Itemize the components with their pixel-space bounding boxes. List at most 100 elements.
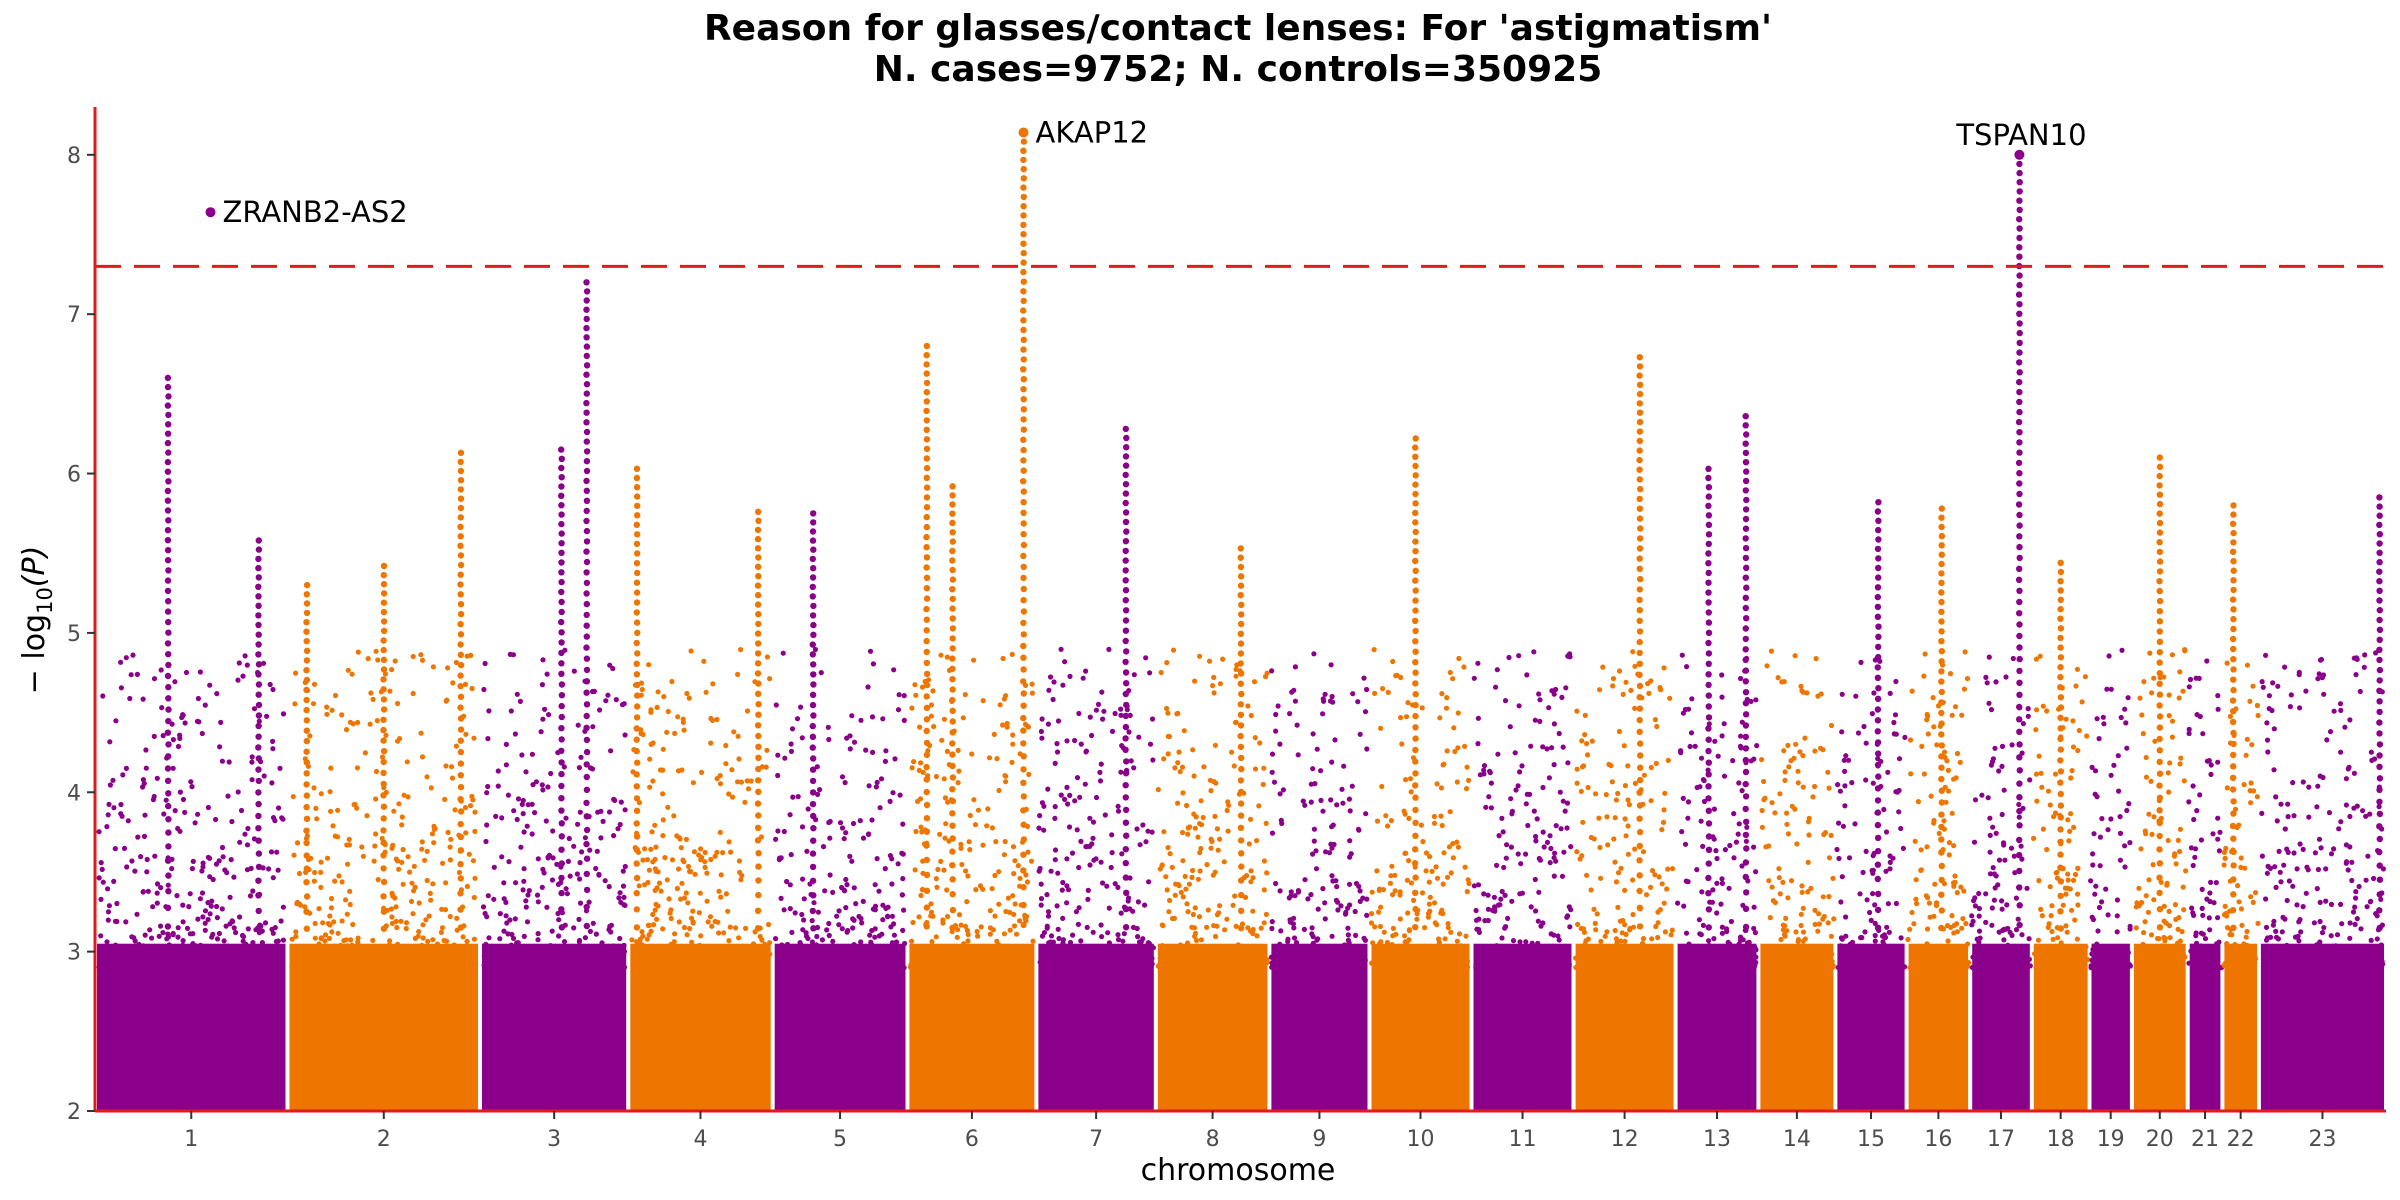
snp-point (1843, 914, 1849, 920)
snp-point (1870, 780, 1876, 786)
snp-point (1452, 963, 1458, 970)
snp-point (339, 712, 345, 718)
snp-point (183, 669, 190, 676)
snp-point (1781, 748, 1787, 754)
snp-point (195, 695, 201, 702)
snp-point (1488, 960, 1494, 967)
snp-point (1137, 842, 1143, 848)
snp-point (147, 964, 154, 970)
snp-point (571, 668, 577, 674)
snp-point (1615, 904, 1621, 911)
snp-point (2180, 688, 2186, 694)
snp-point (2091, 831, 2097, 837)
snp-point (1574, 780, 1580, 786)
snp-point (668, 915, 674, 922)
snp-point (1995, 882, 2001, 888)
snp-point (412, 953, 418, 959)
snp-point (216, 930, 222, 937)
snp-point (1128, 965, 1134, 971)
snp-point (1812, 783, 1818, 790)
snp-point (175, 934, 181, 940)
snp-point (805, 806, 811, 812)
snp-point (1625, 763, 1631, 769)
snp-point (739, 872, 745, 879)
snp-point (2345, 766, 2351, 772)
snp-point (1341, 942, 1348, 948)
snp-point (674, 885, 681, 892)
snp-point (868, 939, 874, 945)
snp-point (900, 927, 906, 934)
snp-point (1278, 944, 1284, 950)
snp-point (843, 905, 849, 911)
snp-point (2060, 902, 2066, 908)
snp-point (466, 851, 472, 857)
snp-point (1420, 838, 1426, 845)
snp-point (1423, 868, 1429, 874)
snp-point (392, 895, 398, 901)
chromosome-band-3 (482, 943, 627, 1111)
snp-point (806, 964, 812, 971)
snp-point (1145, 964, 1151, 970)
snp-point (2303, 890, 2309, 896)
snp-point (973, 959, 979, 965)
snp-point (1623, 833, 1629, 839)
snp-point (1145, 828, 1151, 834)
snp-point (1846, 855, 1853, 861)
snp-point (1989, 759, 1996, 765)
snp-point (2261, 960, 2267, 966)
snp-point (1828, 832, 1834, 839)
snp-point (331, 958, 337, 964)
snp-point (425, 938, 431, 944)
snp-point (1322, 900, 1328, 906)
snp-point (910, 964, 916, 970)
snp-point (780, 650, 786, 656)
snp-point (869, 965, 876, 971)
snp-point (2063, 891, 2069, 897)
snp-point (1221, 859, 1227, 865)
snp-point (2054, 869, 2060, 876)
snp-point (2040, 703, 2046, 709)
snp-point (743, 925, 749, 932)
snp-point (1197, 868, 1203, 874)
snp-point (1894, 789, 1900, 795)
snp-point (393, 856, 399, 862)
snp-point (1963, 920, 1969, 927)
snp-point (960, 715, 966, 721)
snp-point (391, 808, 397, 814)
snp-point (683, 890, 689, 896)
snp-point (2114, 945, 2120, 951)
snp-point (1456, 655, 1462, 662)
snp-point (1260, 781, 1266, 788)
snp-point (1427, 943, 1433, 950)
snp-point (660, 833, 666, 839)
snp-point (144, 856, 150, 863)
snp-point (1364, 912, 1370, 919)
snp-point (482, 910, 488, 917)
snp-point (987, 931, 993, 937)
snp-point (1863, 848, 1869, 855)
snp-point (316, 942, 322, 949)
snp-point (2192, 854, 2198, 860)
snp-point (577, 809, 583, 815)
snp-point (579, 849, 585, 855)
snp-point (544, 963, 550, 969)
snp-point (261, 660, 267, 666)
snp-point (2151, 675, 2157, 681)
snp-point (2001, 937, 2007, 943)
snp-point (1481, 763, 1488, 769)
snp-point (994, 756, 1000, 762)
snp-point (2049, 903, 2055, 909)
snp-point (1408, 880, 1415, 886)
snp-point (2025, 706, 2031, 712)
snp-point (1106, 940, 1112, 946)
snp-point (1210, 944, 1216, 950)
snp-point (647, 784, 653, 790)
snp-point (2124, 807, 2130, 814)
snp-point (695, 951, 702, 957)
snp-point (293, 670, 299, 676)
snp-point (1011, 923, 1018, 929)
snp-point (141, 833, 148, 840)
snp-point (1789, 803, 1795, 809)
snp-point (2181, 907, 2187, 913)
snp-point (1662, 790, 1668, 796)
